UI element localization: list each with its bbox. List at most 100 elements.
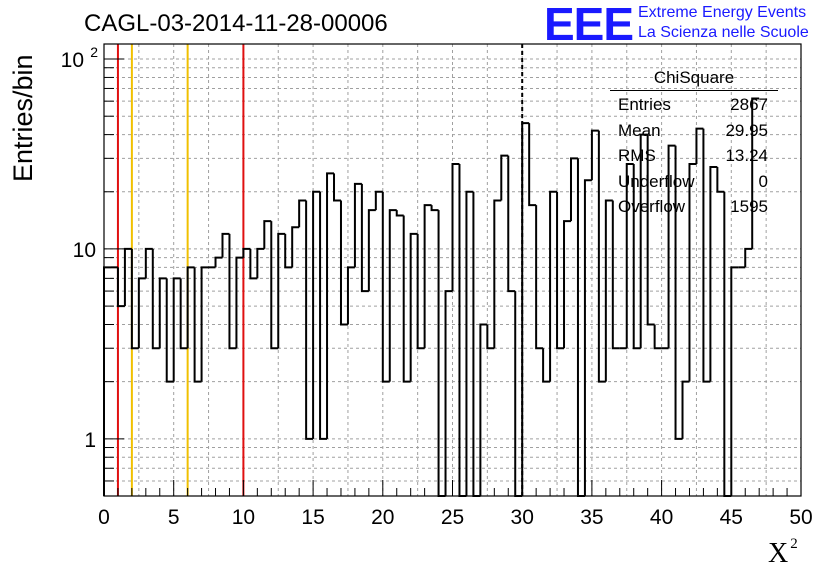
histogram-bin bbox=[451, 163, 460, 292]
histogram-bin bbox=[319, 191, 328, 440]
histogram-bin bbox=[186, 266, 195, 349]
histogram-bin bbox=[228, 233, 237, 350]
y-axis-label: Entries/bin bbox=[8, 54, 38, 182]
histogram-bin bbox=[256, 247, 265, 279]
histogram-bin bbox=[716, 167, 725, 193]
histogram-bin bbox=[381, 191, 390, 383]
histogram-bin bbox=[430, 205, 439, 212]
histogram-bin bbox=[137, 277, 146, 349]
histogram-bin bbox=[367, 209, 376, 292]
histogram-bin bbox=[472, 191, 481, 497]
x-tick-label: 30 bbox=[511, 506, 534, 529]
stats-row-overflow: Overflow 1595 bbox=[610, 194, 778, 220]
histogram-bin bbox=[604, 199, 613, 382]
stats-label: Mean bbox=[618, 120, 661, 140]
histogram-bin bbox=[130, 248, 139, 350]
stats-row-mean: Mean 29.95 bbox=[610, 118, 778, 144]
histogram-bin bbox=[151, 248, 160, 350]
stats-label: Overflow bbox=[618, 197, 686, 216]
histogram-bin bbox=[493, 199, 502, 349]
x-tick-label: 0 bbox=[98, 506, 110, 529]
histogram-bin bbox=[277, 232, 286, 349]
stats-value: 2867 bbox=[730, 95, 768, 114]
histogram-bin bbox=[423, 204, 432, 349]
histogram-bin bbox=[388, 209, 397, 382]
histogram-bin bbox=[298, 199, 307, 228]
histogram-bin bbox=[242, 247, 251, 258]
histogram-bin bbox=[305, 200, 314, 440]
histogram-bin bbox=[528, 123, 537, 207]
histogram-bin bbox=[333, 173, 341, 202]
x-tick-label: 40 bbox=[650, 506, 673, 529]
histogram-bin bbox=[563, 220, 571, 349]
histogram-bin bbox=[730, 266, 739, 496]
x-tick-label: 20 bbox=[371, 506, 394, 529]
histogram-bin bbox=[374, 190, 383, 211]
histogram-bin bbox=[521, 122, 530, 496]
histogram-bin bbox=[709, 166, 718, 382]
histogram-bin bbox=[667, 144, 676, 349]
histogram-bin bbox=[556, 191, 565, 350]
histogram-bin bbox=[437, 210, 446, 497]
histogram-bin bbox=[549, 190, 558, 382]
histogram-bin bbox=[479, 323, 488, 496]
histogram-bin bbox=[486, 324, 495, 350]
histogram-bin bbox=[291, 226, 300, 268]
histogram-bin bbox=[339, 200, 348, 326]
histogram-bin bbox=[249, 248, 258, 280]
stats-title: ChiSquare bbox=[610, 68, 778, 91]
x-tick-label: 15 bbox=[301, 506, 324, 529]
histogram-bin bbox=[123, 247, 132, 307]
histogram-bin bbox=[751, 97, 760, 249]
histogram-bin bbox=[179, 278, 188, 350]
histogram-bin bbox=[402, 215, 411, 383]
histogram-bin bbox=[158, 277, 167, 349]
histogram-bin bbox=[535, 205, 544, 350]
eee-logo: EEE bbox=[544, 0, 634, 50]
stats-value: 0 bbox=[758, 171, 768, 191]
stats-box: ChiSquare Entries 2867 Mean 29.95 RMS 13.24… bbox=[610, 68, 778, 220]
stats-label: RMS bbox=[618, 146, 656, 165]
histogram-bin bbox=[458, 164, 467, 497]
histogram-bin bbox=[221, 232, 230, 258]
histogram-bin bbox=[416, 233, 425, 350]
stats-label: Underflow bbox=[618, 171, 695, 191]
histogram-bin bbox=[569, 157, 578, 222]
x-tick-label: 35 bbox=[580, 506, 603, 529]
histogram-bin bbox=[200, 266, 209, 382]
histogram-bin bbox=[583, 179, 592, 496]
histogram-bin bbox=[688, 163, 697, 382]
histogram-bin bbox=[360, 183, 369, 293]
histogram-bin bbox=[444, 290, 453, 496]
x-tick-label: 50 bbox=[789, 506, 812, 529]
stats-value: 1595 bbox=[730, 197, 768, 216]
logo-tagline-2: La Scienza nelle Scuole bbox=[638, 24, 809, 41]
stats-row-underflow: Underflow 0 bbox=[610, 169, 778, 195]
histogram-bin bbox=[465, 190, 474, 496]
histogram-bin bbox=[744, 247, 753, 268]
histogram-bin bbox=[346, 266, 355, 325]
stats-value: 29.95 bbox=[725, 120, 768, 140]
logo-tagline-1: Extreme Energy Events bbox=[638, 4, 807, 21]
x-tick-label: 25 bbox=[441, 506, 464, 529]
histogram-bin bbox=[674, 145, 683, 440]
chart-title: CAGL-03-2014-11-28-00006 bbox=[84, 10, 388, 37]
histogram-bin bbox=[723, 191, 732, 497]
x-tick-label: 45 bbox=[720, 506, 743, 529]
histogram-bin bbox=[590, 129, 599, 181]
histogram-bin bbox=[284, 233, 293, 269]
histogram-bin bbox=[507, 155, 516, 293]
histogram-bin bbox=[270, 221, 279, 350]
x-tick-label: 5 bbox=[168, 506, 180, 529]
histogram-bin bbox=[144, 247, 153, 279]
histogram-bin bbox=[514, 291, 523, 497]
histogram-bin bbox=[353, 182, 362, 268]
histogram-bin bbox=[625, 163, 634, 349]
x-tick-label: 10 bbox=[232, 506, 255, 529]
histogram-bin bbox=[500, 154, 509, 201]
histogram-bin bbox=[611, 200, 620, 350]
histogram-bin bbox=[646, 134, 655, 326]
histogram-bin bbox=[312, 190, 321, 439]
stats-row-entries: Entries 2867 bbox=[610, 92, 778, 118]
